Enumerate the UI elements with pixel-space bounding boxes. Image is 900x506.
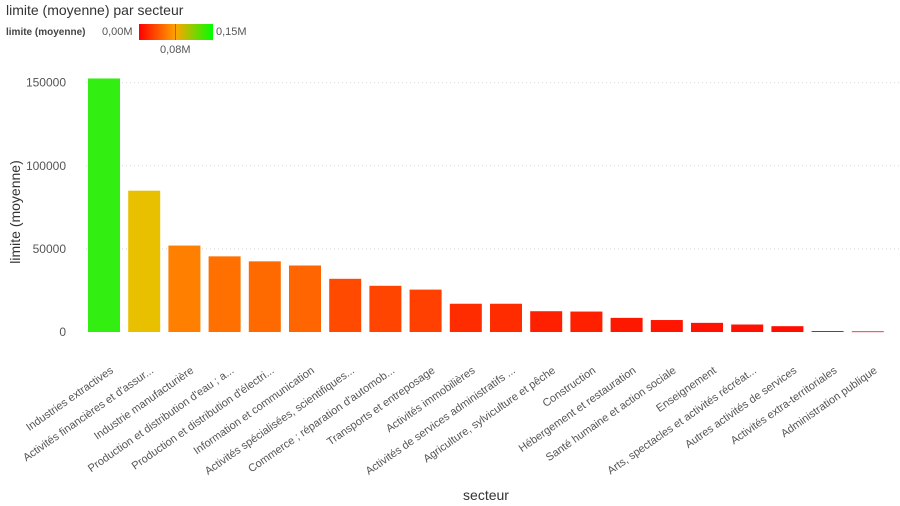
legend-max-label: 0,15M <box>216 26 247 38</box>
legend-mid-label: 0,08M <box>160 44 191 56</box>
bar[interactable] <box>851 331 884 333</box>
bar[interactable] <box>449 303 482 332</box>
bar[interactable] <box>771 326 804 332</box>
bar[interactable] <box>369 285 402 332</box>
y-axis-title: limite (moyenne) <box>7 160 23 263</box>
bar[interactable] <box>530 311 563 332</box>
x-axis-title: secteur <box>463 487 509 503</box>
x-tick-label: Arts, spectacles et activités récréat... <box>605 365 759 478</box>
x-tick-label: Commerce ; réparation d'automob... <box>246 365 397 476</box>
y-axis: 0 50000 100000 150000 <box>26 76 66 339</box>
y-tick-label: 0 <box>59 325 66 339</box>
y-tick-label: 50000 <box>33 242 67 256</box>
bar[interactable] <box>409 289 442 332</box>
chart-title: limite (moyenne) par secteur <box>6 2 184 18</box>
legend-min-label: 0,00M <box>102 26 133 38</box>
color-legend: limite (moyenne) 0,00M 0,15M 0,08M <box>6 24 306 64</box>
legend-mid-marker <box>175 24 176 40</box>
legend-gradient-bar <box>139 24 213 40</box>
bar[interactable] <box>208 256 241 332</box>
bar[interactable] <box>610 317 643 332</box>
bar[interactable] <box>570 311 603 332</box>
legend-title: limite (moyenne) <box>6 27 86 38</box>
bar[interactable] <box>88 78 120 332</box>
bar[interactable] <box>248 261 281 332</box>
bar[interactable] <box>811 331 844 332</box>
y-tick-label: 150000 <box>26 76 66 90</box>
gridlines <box>86 82 900 250</box>
bar[interactable] <box>329 278 362 332</box>
bar[interactable] <box>128 190 161 332</box>
bar[interactable] <box>490 303 522 332</box>
bar[interactable] <box>168 245 201 332</box>
bars <box>88 78 884 333</box>
bar[interactable] <box>650 320 683 332</box>
bar[interactable] <box>289 265 321 333</box>
y-tick-label: 100000 <box>26 159 66 173</box>
bar[interactable] <box>691 322 723 332</box>
bar[interactable] <box>731 324 764 332</box>
x-tick-label: Production et distribution d'eau ; a... <box>86 365 236 475</box>
